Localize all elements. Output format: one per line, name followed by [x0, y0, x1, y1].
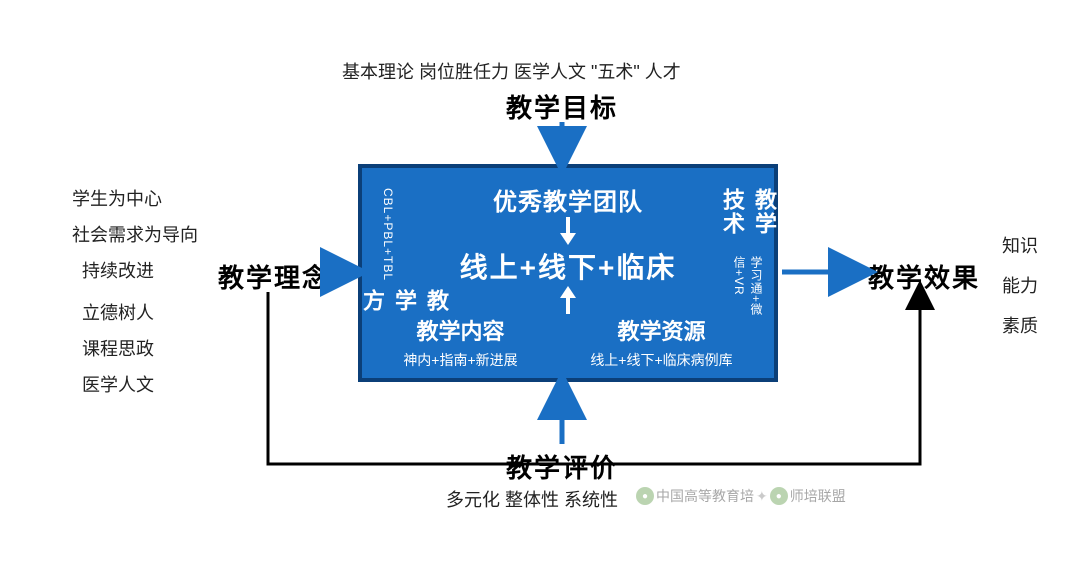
box-bottom-right: 教学资源 线上+线下+临床病例库	[590, 314, 732, 370]
box-left-sub: CBL+PBL+TBL	[381, 188, 395, 281]
box-bl-label: 教学内容	[416, 314, 504, 346]
box-right-sub: 学习通+微信+VR	[731, 256, 765, 318]
left-item: 立德树人	[72, 299, 198, 325]
center-box: CBL+PBL+TBL 教学方法 教学技术 学习通+微信+VR 优秀教学团队 线…	[358, 164, 778, 382]
box-br-sub: 线上+线下+临床病例库	[590, 350, 732, 370]
box-top-label: 优秀教学团队	[493, 182, 643, 217]
left-item: 医学人文	[72, 371, 198, 397]
watermark-text-2: 师培联盟	[790, 486, 846, 506]
right-items: 知识 能力 素质	[1002, 232, 1038, 338]
watermark-logo-icon: ●	[636, 487, 654, 505]
diagram-canvas: 基本理论 岗位胜任力 医学人文 "五术" 人才 教学目标 学生为中心 社会需求为…	[0, 0, 1080, 563]
box-bl-sub: 神内+指南+新进展	[403, 350, 517, 370]
box-left-label: 教学方法	[324, 289, 452, 318]
left-label: 教学理念	[218, 258, 330, 295]
left-item: 社会需求为导向	[72, 221, 198, 247]
right-item: 知识	[1002, 232, 1038, 258]
watermark-logo-icon: ●	[770, 487, 788, 505]
inner-arrow-up-icon	[558, 286, 578, 314]
right-item: 素质	[1002, 312, 1038, 338]
watermark: ● 中国高等教育培 ✦ ● 师培联盟	[636, 486, 846, 506]
bottom-desc: 多元化 整体性 系统性	[446, 486, 618, 512]
left-items: 学生为中心 社会需求为导向 持续改进 立德树人 课程思政 医学人文	[72, 185, 198, 397]
box-bottom-row: 教学内容 神内+指南+新进展 教学资源 线上+线下+临床病例库	[372, 314, 764, 370]
box-right-label: 教学技术	[716, 188, 780, 248]
right-item: 能力	[1002, 272, 1038, 298]
top-desc: 基本理论 岗位胜任力 医学人文 "五术" 人才	[342, 58, 681, 84]
box-left-col: CBL+PBL+TBL 教学方法	[372, 188, 404, 318]
left-item: 课程思政	[72, 335, 198, 361]
top-label: 教学目标	[506, 88, 618, 125]
inner-arrow-down-icon	[558, 217, 578, 245]
box-bottom-left: 教学内容 神内+指南+新进展	[403, 314, 517, 370]
box-middle-label: 线上+线下+临床	[460, 246, 677, 286]
right-label: 教学效果	[868, 258, 980, 295]
watermark-sep: ✦	[756, 488, 768, 505]
box-br-label: 教学资源	[617, 314, 705, 346]
watermark-text-1: 中国高等教育培	[656, 486, 754, 506]
box-right-col: 教学技术 学习通+微信+VR	[732, 188, 764, 318]
left-item: 持续改进	[72, 257, 198, 283]
bottom-label: 教学评价	[506, 448, 618, 485]
left-item: 学生为中心	[72, 185, 198, 211]
